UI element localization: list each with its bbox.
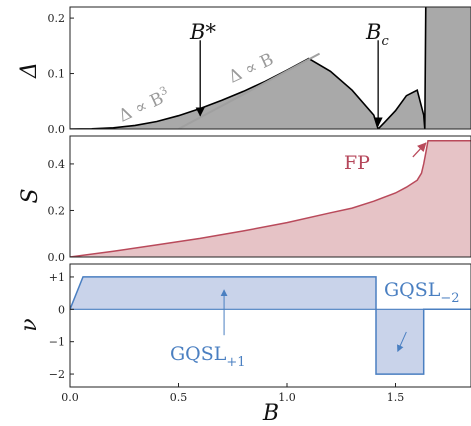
gqsl-plus-label: GQSL+1	[170, 343, 246, 370]
delta-line	[70, 7, 427, 129]
delta-yticks: 0.0 0.1 0.2	[48, 12, 74, 136]
ytick-label: 0.2	[48, 204, 66, 217]
s-yticks: 0.0 0.2 0.4	[48, 158, 74, 264]
ytick-label: 0.1	[48, 68, 66, 81]
ytick-label: 0.0	[48, 251, 66, 264]
panel-delta: 0.00.10.2 Δ B* Bc Δ ∝ B3 Δ ∝ B	[17, 6, 471, 136]
nu-line	[70, 276, 471, 375]
panel-s: 0.0 0.2 0.4 S FP	[18, 135, 471, 264]
xtick-label: 0.5	[170, 391, 188, 404]
fp-arrow	[412, 142, 427, 158]
delta-area	[70, 7, 471, 129]
xtick-label: 1.5	[387, 391, 405, 404]
nu-frame	[69, 263, 471, 388]
x-ticks: 0.0 0.5 1.0 1.5	[61, 383, 404, 404]
ytick-label: 0.4	[48, 158, 66, 171]
ytick-label: −2	[49, 368, 65, 381]
xtick-label: 1.0	[278, 391, 296, 404]
ytick-label: 0.2	[48, 12, 66, 25]
panel-nu: +1 0 −1 −2 0.0 0.5 1.0 1.5 ν B GQSL+1 GQSL−2	[17, 263, 471, 426]
delta-frame	[69, 6, 471, 130]
s-area	[70, 140, 471, 257]
x-axis-label: B	[262, 401, 279, 426]
s-frame	[69, 135, 471, 258]
gqsl-minus-label: GQSL−2	[384, 279, 460, 306]
b-star-label: B*	[189, 20, 216, 44]
nu-yticks: +1 0 −1 −2	[49, 271, 74, 381]
delta-axis-label: Δ	[17, 62, 42, 79]
nu-axis-label: ν	[17, 318, 42, 331]
ytick-label: +1	[49, 271, 65, 284]
xtick-label: 0.0	[61, 391, 79, 404]
b-c-label: Bc	[365, 20, 389, 49]
fp-label: FP	[344, 152, 370, 174]
ytick-label: 0.0	[48, 123, 66, 136]
s-axis-label: S	[18, 188, 43, 203]
gqsl-minus-arrow	[397, 331, 407, 353]
ytick-label: 0	[58, 303, 65, 316]
ytick-label: −1	[49, 336, 65, 349]
s-line	[70, 139, 471, 257]
nu-area	[70, 276, 471, 375]
